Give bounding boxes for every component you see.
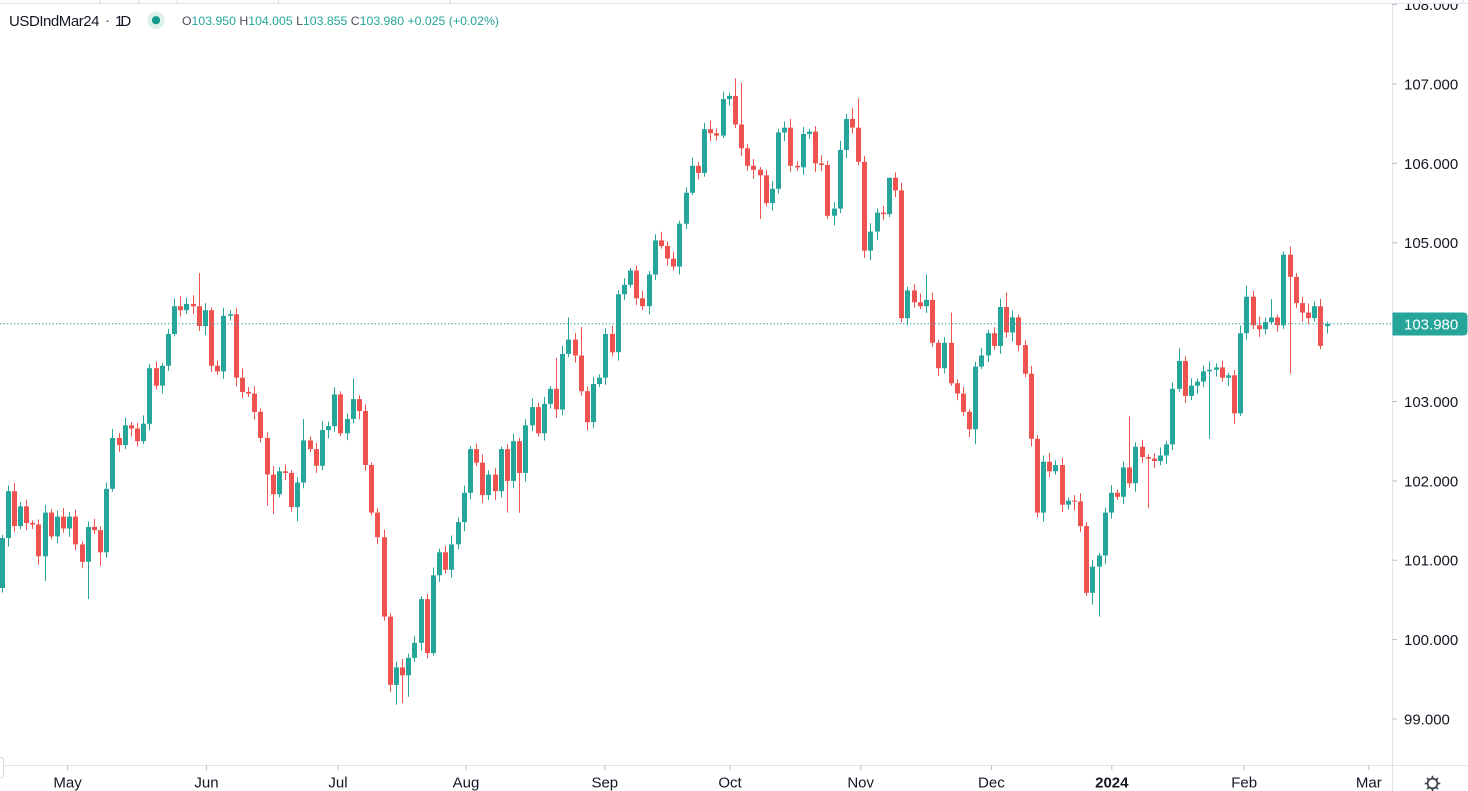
svg-text:106.000: 106.000 [1404,156,1458,173]
svg-text:107.000: 107.000 [1404,76,1458,93]
svg-text:101.000: 101.000 [1404,553,1458,570]
svg-text:Aug: Aug [453,775,480,791]
svg-text:102.000: 102.000 [1404,473,1458,490]
svg-text:Oct: Oct [718,775,742,791]
svg-text:Sep: Sep [591,775,618,791]
svg-text:Nov: Nov [847,775,874,791]
svg-text:Dec: Dec [978,775,1005,791]
svg-text:1D: 1D [115,13,131,30]
svg-text:Mar: Mar [1356,775,1382,791]
svg-text:May: May [53,775,82,791]
svg-text:Feb: Feb [1231,775,1257,791]
svg-text:Jun: Jun [194,775,218,791]
svg-text:105.000: 105.000 [1404,235,1458,252]
svg-text:103.980: 103.980 [1404,316,1458,333]
svg-text:USDIndMar24: USDIndMar24 [9,13,100,30]
svg-text:Jul: Jul [328,775,347,791]
svg-text:O103.950 H104.005 L103.855 C10: O103.950 H104.005 L103.855 C103.980 +0.0… [182,14,499,28]
svg-text:99.000: 99.000 [1404,711,1450,728]
svg-text:2024: 2024 [1095,775,1129,791]
svg-text:100.000: 100.000 [1404,632,1458,649]
svg-text:103.000: 103.000 [1404,394,1458,411]
